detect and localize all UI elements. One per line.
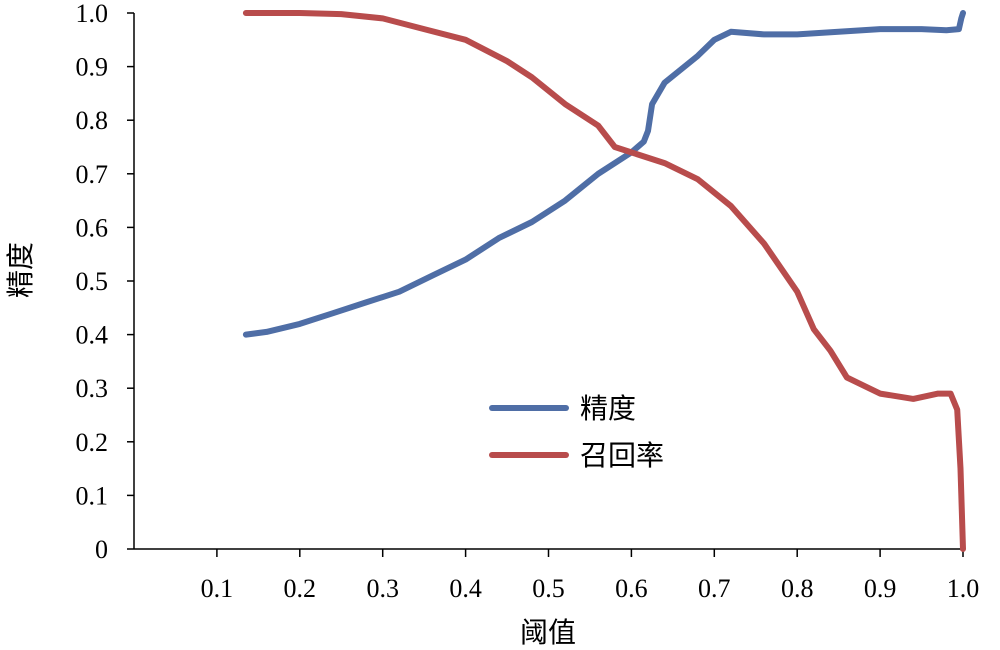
y-tick-label: 0.4 [76, 321, 109, 350]
y-axis-title: 精度 [4, 242, 37, 298]
y-tick-label: 0.2 [76, 428, 109, 457]
legend-label-0: 精度 [580, 392, 636, 425]
y-tick-label: 1.0 [76, 0, 109, 28]
y-tick-label: 0 [95, 535, 108, 564]
y-tick-label: 0.6 [76, 213, 109, 242]
series-line-1 [242, 10, 966, 552]
x-axis-title: 阈值 [520, 616, 576, 649]
x-tick-label: 0.7 [698, 574, 731, 603]
x-tick-label: 0.8 [781, 574, 814, 603]
series-layer [242, 10, 966, 552]
x-tick-label: 0.3 [366, 574, 399, 603]
legend-label-1: 召回率 [580, 439, 664, 472]
x-tick-label: 0.4 [449, 574, 482, 603]
y-tick-label: 0.9 [76, 53, 109, 82]
y-tick-label: 0.1 [76, 481, 109, 510]
x-tick-label: 0.1 [201, 574, 234, 603]
x-tick-label: 0.9 [864, 574, 897, 603]
y-tick-label: 0.8 [76, 106, 109, 135]
x-axis-ticks: 0.1 0.2 0.3 0.4 0.5 0.6 0.7 0.8 0.9 1.0 [201, 549, 980, 603]
y-tick-label: 0.5 [76, 267, 109, 296]
y-tick-label: 0.3 [76, 374, 109, 403]
x-tick-label: 0.5 [532, 574, 565, 603]
x-tick-label: 0.2 [284, 574, 317, 603]
y-axis-ticks: 0 0.1 0.2 0.3 0.4 0.5 0.6 0.7 0.8 0.9 1.0 [76, 0, 134, 564]
y-tick-label: 0.7 [76, 160, 109, 189]
x-tick-label: 0.6 [615, 574, 648, 603]
x-tick-label: 1.0 [947, 574, 980, 603]
series-line-0 [242, 10, 966, 338]
